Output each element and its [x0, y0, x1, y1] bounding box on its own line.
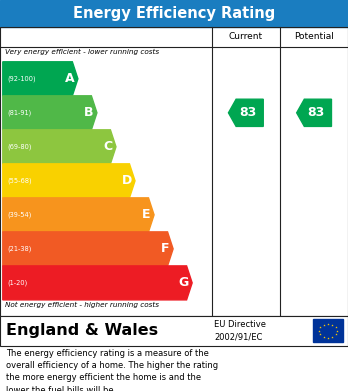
- Text: 83: 83: [307, 106, 324, 119]
- Bar: [0, 316, 348, 346]
- Text: Very energy efficient - lower running costs: Very energy efficient - lower running co…: [5, 49, 159, 55]
- Polygon shape: [3, 232, 173, 266]
- Polygon shape: [3, 130, 116, 164]
- Text: Energy Efficiency Rating: Energy Efficiency Rating: [73, 6, 275, 21]
- Text: (55-68): (55-68): [7, 178, 32, 184]
- Text: 83: 83: [239, 106, 256, 119]
- Text: C: C: [103, 140, 112, 153]
- Bar: [313, 319, 343, 342]
- Text: Current: Current: [229, 32, 263, 41]
- Text: F: F: [160, 242, 169, 255]
- Text: A: A: [65, 72, 74, 85]
- Text: The energy efficiency rating is a measure of the
overall efficiency of a home. T: The energy efficiency rating is a measur…: [6, 349, 219, 391]
- Text: (81-91): (81-91): [7, 109, 31, 116]
- Polygon shape: [3, 96, 97, 130]
- Text: England & Wales: England & Wales: [6, 323, 158, 338]
- Text: (1-20): (1-20): [7, 280, 27, 286]
- Text: (92-100): (92-100): [7, 75, 35, 82]
- Bar: [0, 0, 348, 27]
- Bar: [0, 27, 348, 316]
- Polygon shape: [3, 164, 135, 198]
- Text: (21-38): (21-38): [7, 246, 31, 252]
- Text: Potential: Potential: [294, 32, 334, 41]
- Text: D: D: [121, 174, 132, 187]
- Text: EU Directive
2002/91/EC: EU Directive 2002/91/EC: [214, 320, 266, 341]
- Polygon shape: [3, 266, 192, 300]
- Text: B: B: [84, 106, 93, 119]
- Polygon shape: [3, 198, 154, 232]
- Text: (39-54): (39-54): [7, 212, 31, 218]
- Polygon shape: [296, 99, 331, 126]
- Text: (69-80): (69-80): [7, 143, 31, 150]
- Polygon shape: [3, 62, 78, 96]
- Text: Not energy efficient - higher running costs: Not energy efficient - higher running co…: [5, 301, 159, 308]
- Text: E: E: [142, 208, 150, 221]
- Polygon shape: [228, 99, 263, 126]
- Text: G: G: [179, 276, 189, 289]
